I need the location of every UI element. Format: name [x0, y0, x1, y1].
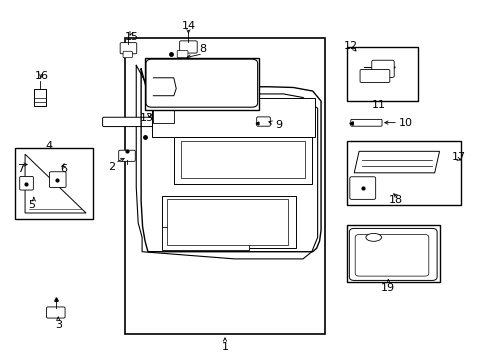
FancyBboxPatch shape — [348, 228, 436, 280]
FancyBboxPatch shape — [20, 176, 33, 190]
Ellipse shape — [365, 233, 381, 241]
Text: 19: 19 — [381, 283, 395, 293]
Text: 7: 7 — [17, 164, 24, 174]
FancyBboxPatch shape — [354, 234, 428, 276]
FancyBboxPatch shape — [256, 117, 270, 126]
Text: 10: 10 — [398, 118, 411, 128]
Text: 14: 14 — [181, 21, 195, 31]
Bar — [181, 141, 305, 178]
Bar — [153, 99, 173, 123]
Bar — [167, 199, 288, 245]
Text: 18: 18 — [388, 195, 402, 205]
FancyBboxPatch shape — [49, 172, 66, 188]
Bar — [161, 226, 249, 250]
Text: 12: 12 — [343, 41, 357, 50]
Bar — [173, 137, 311, 184]
FancyBboxPatch shape — [371, 60, 393, 77]
FancyBboxPatch shape — [34, 89, 46, 107]
Text: 4: 4 — [46, 141, 53, 151]
Text: 2: 2 — [108, 162, 115, 172]
Text: 11: 11 — [371, 100, 385, 110]
Bar — [125, 39, 325, 334]
FancyBboxPatch shape — [46, 307, 65, 318]
Bar — [144, 58, 259, 110]
Bar — [152, 98, 315, 137]
Text: 3: 3 — [55, 320, 61, 330]
Bar — [346, 47, 417, 101]
FancyBboxPatch shape — [359, 69, 389, 82]
Bar — [15, 148, 93, 220]
Text: 1: 1 — [221, 342, 228, 352]
Text: 8: 8 — [199, 44, 206, 54]
FancyBboxPatch shape — [102, 117, 163, 127]
FancyBboxPatch shape — [350, 120, 381, 126]
FancyBboxPatch shape — [179, 41, 197, 53]
Text: 9: 9 — [275, 121, 282, 130]
FancyBboxPatch shape — [123, 51, 132, 58]
Text: 5: 5 — [28, 200, 35, 210]
Text: 15: 15 — [124, 32, 138, 41]
Text: 6: 6 — [61, 164, 67, 174]
Polygon shape — [25, 154, 86, 213]
FancyBboxPatch shape — [120, 42, 137, 54]
FancyBboxPatch shape — [119, 150, 135, 161]
Bar — [161, 196, 295, 248]
FancyBboxPatch shape — [177, 50, 187, 58]
FancyBboxPatch shape — [146, 59, 257, 107]
FancyBboxPatch shape — [349, 177, 375, 199]
Text: 13: 13 — [140, 113, 154, 123]
Bar — [346, 225, 439, 282]
Text: 17: 17 — [451, 152, 465, 162]
Text: 16: 16 — [35, 71, 49, 81]
Polygon shape — [353, 151, 439, 173]
Bar — [346, 140, 461, 205]
